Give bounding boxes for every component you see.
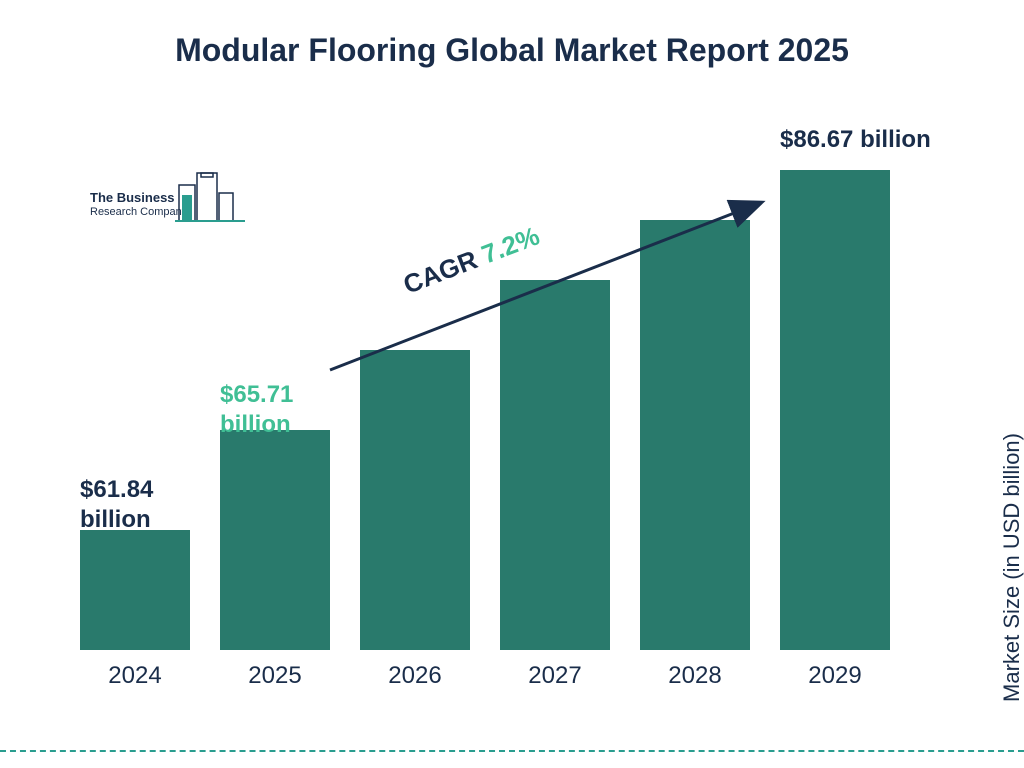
bottom-divider (0, 750, 1024, 752)
trend-arrow (0, 0, 1024, 768)
y-axis-label: Market Size (in USD billion) (999, 433, 1024, 702)
